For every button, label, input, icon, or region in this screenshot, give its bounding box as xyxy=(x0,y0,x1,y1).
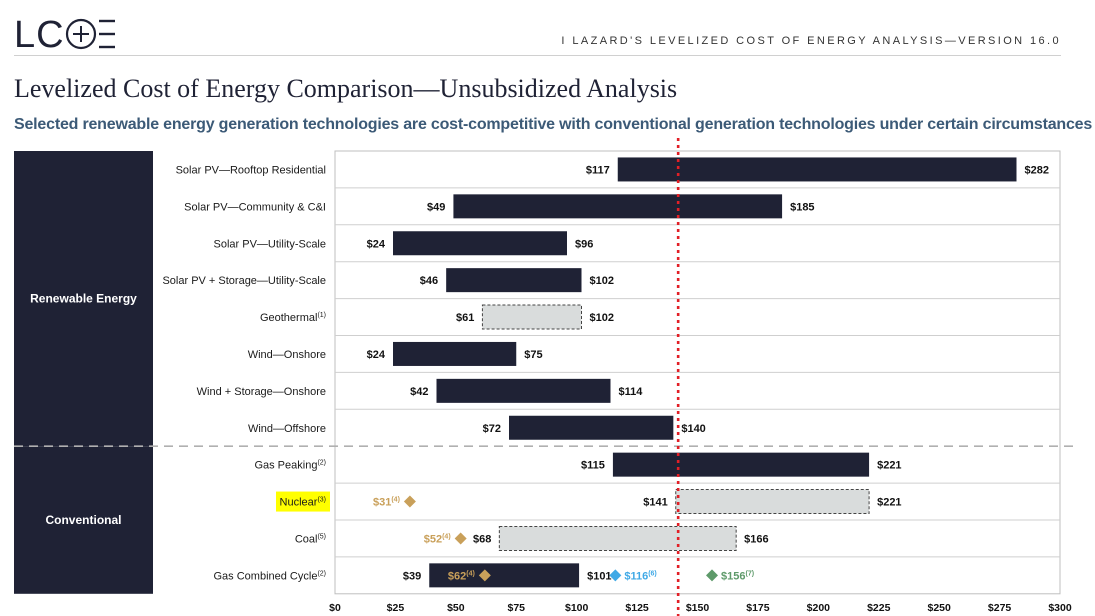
svg-text:LC: LC xyxy=(14,14,65,54)
row-label: Wind—Onshore xyxy=(248,349,326,361)
page-title: Levelized Cost of Energy Comparison—Unsu… xyxy=(14,74,678,103)
high-value-label: $75 xyxy=(524,349,542,361)
x-tick-label: $25 xyxy=(387,602,405,614)
range-bar xyxy=(429,563,580,588)
header-divider xyxy=(14,55,1061,56)
range-bar xyxy=(446,268,582,293)
range-bar xyxy=(617,157,1017,182)
row-label: Wind—Offshore xyxy=(248,423,326,435)
diamond-marker xyxy=(403,495,416,508)
low-value-label: $24 xyxy=(367,238,386,250)
row-label: Solar PV—Rooftop Residential xyxy=(176,164,326,176)
x-tick-label: $275 xyxy=(988,602,1012,614)
marker-label: $62(4) xyxy=(448,570,475,582)
diamond-marker xyxy=(454,532,467,545)
x-tick-label: $175 xyxy=(746,602,770,614)
x-tick-label: $225 xyxy=(867,602,891,614)
group-box xyxy=(14,151,153,447)
row-label: Gas Peaking(2) xyxy=(254,460,326,472)
row-label: Solar PV—Utility-Scale xyxy=(214,238,326,250)
range-bar xyxy=(393,231,567,256)
low-value-label: $39 xyxy=(403,570,421,582)
x-tick-label: $75 xyxy=(507,602,525,614)
low-value-label: $115 xyxy=(581,460,605,472)
low-value-label: $68 xyxy=(473,533,491,545)
high-value-label: $101 xyxy=(587,570,611,582)
x-tick-label: $250 xyxy=(927,602,951,614)
marker-label: $156(7) xyxy=(721,570,754,582)
high-value-label: $102 xyxy=(590,312,614,324)
low-value-label: $42 xyxy=(410,386,428,398)
x-tick-label: $300 xyxy=(1048,602,1072,614)
high-value-label: $166 xyxy=(744,533,768,545)
row-label: Solar PV + Storage—Utility-Scale xyxy=(162,275,326,287)
x-tick-label: $0 xyxy=(329,602,341,614)
range-bar xyxy=(498,525,737,551)
marker-label: $31(4) xyxy=(373,497,400,509)
marker-label: $52(4) xyxy=(424,533,451,545)
low-value-label: $61 xyxy=(456,312,474,324)
range-bar xyxy=(509,415,674,440)
x-tick-label: $200 xyxy=(807,602,831,614)
high-value-label: $96 xyxy=(575,238,593,250)
high-value-label: $221 xyxy=(877,460,901,472)
low-value-label: $49 xyxy=(427,201,445,213)
row-label: Gas Combined Cycle(2) xyxy=(214,570,327,582)
row-label: Coal(5) xyxy=(295,533,326,545)
report-version-header: I LAZARD'S LEVELIZED COST OF ENERGY ANAL… xyxy=(561,35,1061,47)
x-tick-label: $150 xyxy=(686,602,710,614)
low-value-label: $117 xyxy=(586,164,610,176)
group-label: Conventional xyxy=(45,513,121,527)
lcoe-logo-icon: LC xyxy=(14,14,115,56)
marker-label: $116(6) xyxy=(624,570,656,582)
diamond-marker xyxy=(706,569,718,582)
range-bar xyxy=(436,378,611,403)
group-box xyxy=(14,446,153,594)
high-value-label: $102 xyxy=(590,275,614,287)
high-value-label: $140 xyxy=(681,423,705,435)
high-value-label: $221 xyxy=(877,497,901,509)
row-label-highlight xyxy=(276,491,330,512)
diamond-marker xyxy=(609,569,622,582)
low-value-label: $141 xyxy=(643,497,667,509)
row-label: Wind + Storage—Onshore xyxy=(197,386,326,398)
range-bar xyxy=(612,452,870,477)
group-label: Renewable Energy xyxy=(30,292,137,306)
page-subtitle: Selected renewable energy generation tec… xyxy=(14,116,1093,133)
diamond-marker xyxy=(478,569,491,582)
low-value-label: $46 xyxy=(420,275,438,287)
row-label: Nuclear(3) xyxy=(280,497,326,509)
low-value-label: $72 xyxy=(483,423,501,435)
high-value-label: $282 xyxy=(1025,164,1049,176)
row-label: Geothermal(1) xyxy=(260,312,326,324)
x-tick-label: $125 xyxy=(625,602,649,614)
low-value-label: $24 xyxy=(367,349,386,361)
high-value-label: $114 xyxy=(619,386,644,398)
x-tick-label: $100 xyxy=(565,602,589,614)
range-bar xyxy=(481,304,582,330)
logo: LC xyxy=(14,14,124,64)
range-bar xyxy=(393,341,517,366)
high-value-label: $185 xyxy=(790,201,814,213)
range-bar xyxy=(675,489,870,515)
range-bar xyxy=(453,194,783,219)
x-tick-label: $50 xyxy=(447,602,465,614)
row-label: Solar PV—Community & C&I xyxy=(184,201,326,213)
